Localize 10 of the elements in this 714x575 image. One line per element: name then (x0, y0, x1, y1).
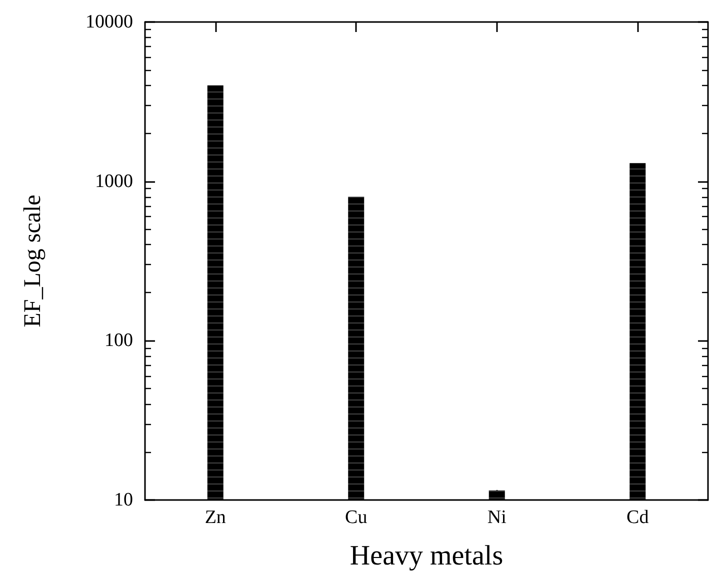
y-axis-title: EF_Log scale (20, 194, 46, 328)
x-tick-label: Zn (204, 507, 226, 528)
y-tick-label: 10 (114, 490, 133, 510)
x-axis-title: Heavy metals (350, 540, 504, 572)
y-tick-label: 1000 (95, 170, 133, 192)
y-tick-label: 100 (104, 330, 133, 352)
y-tick-label: 10000 (86, 12, 133, 32)
x-tick-label: Cd (626, 507, 650, 528)
x-tick-label: Cu (345, 507, 368, 528)
x-tick-label: Ni (487, 507, 506, 528)
